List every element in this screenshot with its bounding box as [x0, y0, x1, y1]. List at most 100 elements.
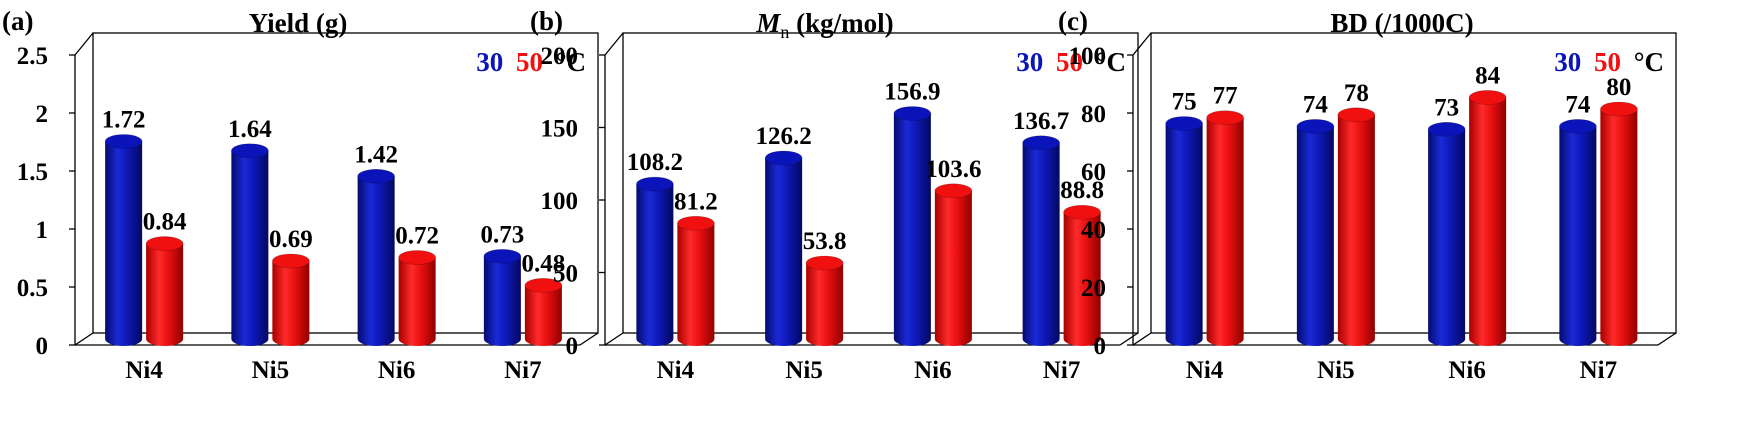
- bar-Ni4-30: [1165, 116, 1203, 346]
- bar-Ni7-30: [1022, 135, 1060, 346]
- bar-cap: [1296, 119, 1335, 134]
- bar-cap: [764, 150, 803, 166]
- bar-cap: [1206, 110, 1244, 125]
- bar-Ni4-50: [1206, 110, 1244, 346]
- back-wall: [92, 32, 599, 334]
- y-tick-label: 150: [541, 116, 579, 143]
- legend: 30 50 °C: [1554, 47, 1664, 77]
- bar-body: [524, 285, 562, 346]
- bar-body: [636, 184, 674, 346]
- floor-edge-left: [1132, 332, 1152, 346]
- chart-title: Yield (g): [249, 8, 348, 38]
- bar-Ni5-50: [805, 255, 844, 346]
- bar-body: [1559, 126, 1597, 347]
- legend: 30 50 °C: [1016, 47, 1126, 77]
- y-tick-label: 80: [1081, 101, 1106, 128]
- legend-unit: °C: [1096, 47, 1126, 77]
- bar-body: [272, 260, 310, 346]
- bar-cap: [104, 134, 143, 149]
- data-label: 74: [1565, 91, 1591, 118]
- y-tick-label: 1.5: [17, 159, 48, 186]
- bar-body: [806, 262, 844, 346]
- bar-body: [765, 158, 803, 346]
- bar-body: [1165, 123, 1203, 346]
- legend: 30 50 °C: [476, 47, 586, 77]
- legend-50: 50: [1056, 47, 1090, 77]
- x-tick-label: Ni4: [657, 357, 695, 384]
- data-label: 78: [1344, 80, 1369, 107]
- data-label: 103.6: [925, 156, 981, 183]
- bar-cap: [231, 143, 269, 159]
- bar-Ni6-30: [357, 168, 395, 346]
- y-axis-top-edge: [1132, 32, 1152, 56]
- bar-cap: [677, 215, 715, 231]
- bar-Ni7-50: [524, 278, 563, 346]
- y-tick-label: 50: [553, 261, 578, 288]
- legend-30: 30: [1554, 47, 1588, 77]
- bar-Ni5-50: [1337, 107, 1376, 346]
- bar-body: [1428, 129, 1466, 346]
- bar-body: [677, 223, 715, 346]
- data-label: 1.42: [354, 141, 398, 168]
- bar-Ni6-50: [934, 183, 973, 346]
- x-tick-label: Ni6: [914, 357, 952, 384]
- bar-Ni7-50: [1063, 204, 1101, 346]
- data-label: 0.72: [395, 222, 439, 249]
- panel-label: (b): [530, 6, 563, 36]
- data-label: 126.2: [756, 123, 812, 150]
- data-label: 73: [1434, 94, 1459, 121]
- bar-cap: [272, 253, 310, 269]
- bar-body: [1063, 212, 1101, 346]
- bar-cap: [636, 176, 674, 192]
- data-label: 156.9: [884, 78, 940, 105]
- bar-Ni4-30: [636, 176, 674, 346]
- data-label: 77: [1213, 83, 1238, 110]
- x-tick-label: Ni4: [1186, 357, 1224, 384]
- bar-Ni6-30: [893, 106, 932, 347]
- legend-50: 50: [1594, 47, 1628, 77]
- bar-Ni6-50: [398, 250, 436, 346]
- x-tick-label: Ni5: [1317, 357, 1355, 384]
- data-label: 84: [1475, 62, 1501, 89]
- bar-cap: [483, 249, 522, 264]
- bar-Ni5-30: [764, 150, 803, 346]
- data-label: 1.64: [228, 116, 272, 143]
- data-label: 81.2: [674, 188, 718, 215]
- bar-Ni5-30: [231, 143, 269, 346]
- data-label: 0.69: [269, 226, 313, 253]
- bar-cap: [1600, 101, 1638, 117]
- bar-body: [1337, 114, 1375, 346]
- y-tick-label: 200: [541, 43, 579, 70]
- y-tick-label: 0: [566, 333, 579, 360]
- bar-cap: [1559, 119, 1597, 134]
- y-tick-label: 40: [1081, 217, 1106, 244]
- data-label: 108.2: [627, 149, 683, 176]
- y-tick-label: 100: [1069, 43, 1107, 70]
- y-tick-label: 20: [1081, 275, 1106, 302]
- chart-title: BD (/1000C): [1330, 8, 1473, 38]
- x-tick-label: Ni7: [1043, 357, 1081, 384]
- bar-body: [1206, 117, 1244, 346]
- data-label: 75: [1172, 89, 1197, 116]
- y-tick-label: 60: [1081, 159, 1106, 186]
- legend-30: 30: [1016, 47, 1050, 77]
- bar-body: [146, 243, 184, 346]
- legend-unit: °C: [1634, 47, 1664, 77]
- x-tick-label: Ni6: [378, 357, 416, 384]
- floor-edge-right: [1119, 332, 1139, 346]
- bar-body: [1469, 97, 1507, 347]
- bar-body: [357, 176, 395, 346]
- x-tick-label: Ni5: [785, 357, 823, 384]
- floor-edge-left: [604, 332, 624, 346]
- y-tick-label: 1: [36, 217, 49, 244]
- bar-cap: [1468, 90, 1507, 105]
- x-tick-label: Ni4: [125, 357, 163, 384]
- bar-body: [934, 190, 972, 346]
- y-tick-label: 100: [541, 188, 579, 215]
- bar-cap: [1427, 122, 1466, 137]
- bar-Ni6-50: [1468, 90, 1507, 347]
- bar-cap: [805, 255, 844, 271]
- bar-Ni5-30: [1296, 119, 1335, 347]
- bar-Ni4-50: [677, 215, 715, 346]
- data-label: 53.8: [803, 228, 847, 255]
